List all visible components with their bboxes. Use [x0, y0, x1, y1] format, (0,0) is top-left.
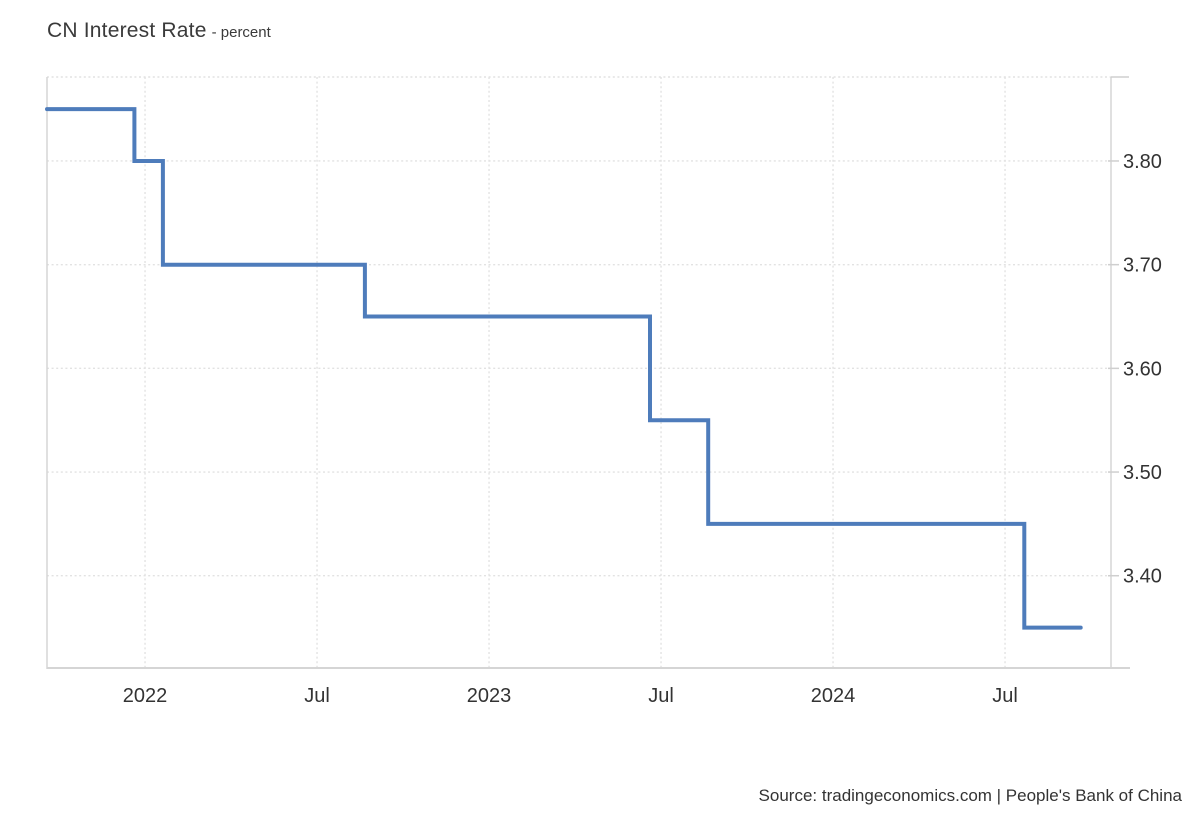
y-tick-label: 3.80 — [1123, 151, 1162, 173]
x-tick-label: 2022 — [123, 685, 168, 707]
y-tick-label: 3.60 — [1123, 358, 1162, 380]
y-tick-label: 3.50 — [1123, 462, 1162, 484]
chart-header: CN Interest Rate - percent — [47, 19, 271, 43]
x-tick-label: Jul — [648, 685, 674, 707]
source-attribution: Source: tradingeconomics.com | People's … — [758, 786, 1182, 805]
page-subtitle: - percent — [211, 24, 271, 41]
series-line[interactable] — [45, 107, 1083, 630]
x-tick-label: Jul — [304, 685, 330, 707]
x-tick-label: 2024 — [811, 685, 856, 707]
x-tick-label: 2023 — [467, 685, 512, 707]
page-title: CN Interest Rate — [47, 19, 207, 42]
y-tick-label: 3.40 — [1123, 566, 1162, 588]
x-tick-label: Jul — [992, 685, 1018, 707]
y-tick-label: 3.70 — [1123, 255, 1162, 277]
